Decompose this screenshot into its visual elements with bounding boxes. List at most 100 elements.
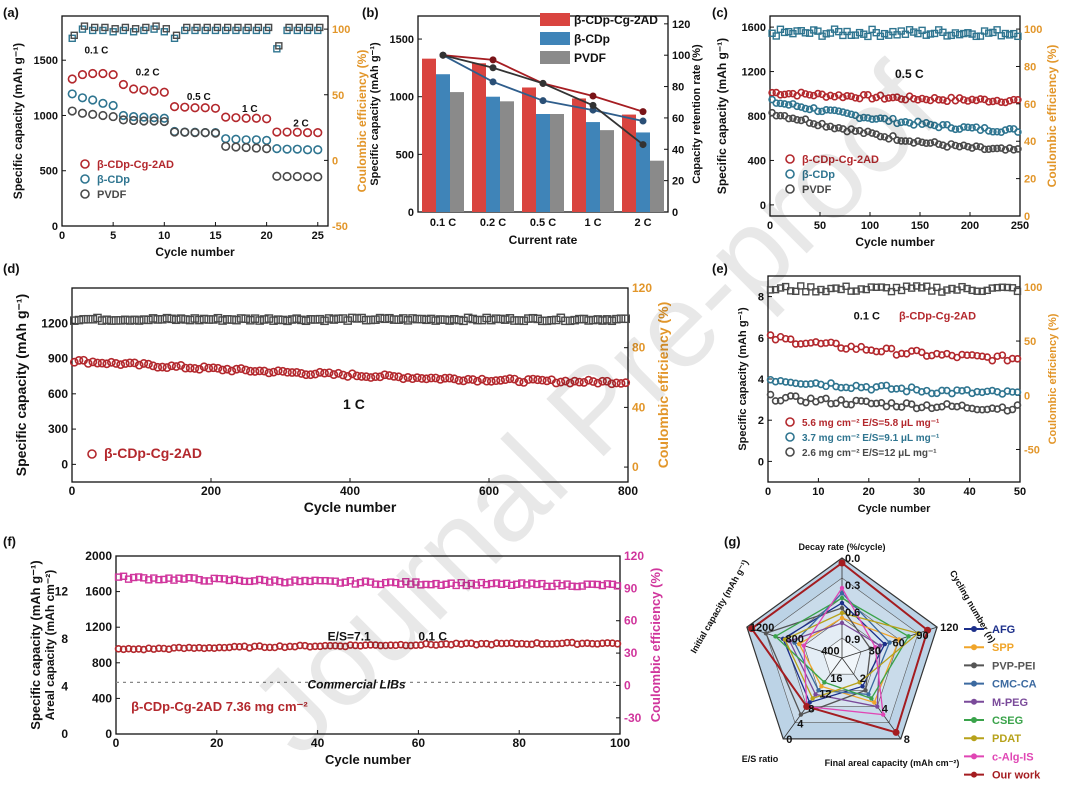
legend-swatch xyxy=(540,13,570,26)
data-point xyxy=(343,372,353,381)
data-point xyxy=(768,88,776,97)
data-point xyxy=(118,110,128,121)
data-point xyxy=(864,127,872,136)
panel-letter: (c) xyxy=(712,5,728,20)
data-point xyxy=(403,373,413,382)
data-point xyxy=(872,399,881,408)
data-point xyxy=(801,339,810,348)
x-tick-label: 200 xyxy=(961,220,979,232)
data-point xyxy=(927,389,936,398)
data-point xyxy=(88,109,98,119)
data-point xyxy=(241,365,251,375)
data-point xyxy=(442,640,450,648)
data-point xyxy=(329,370,339,379)
data-point xyxy=(218,316,227,325)
data-point xyxy=(320,316,329,326)
data-point xyxy=(973,387,981,396)
data-point xyxy=(401,641,410,650)
data-point xyxy=(98,98,108,108)
annotation: β-CDp-Cg-2AD 7.36 mg cm⁻² xyxy=(131,699,308,714)
data-point xyxy=(273,366,283,376)
radar-series xyxy=(788,622,881,708)
y-axis-label: Specific capacity (mAh g⁻¹) xyxy=(11,43,25,199)
data-point xyxy=(477,315,487,325)
data-point xyxy=(543,639,551,648)
data-point xyxy=(422,639,430,648)
data-point xyxy=(492,579,501,587)
data-point xyxy=(264,314,274,323)
data-point xyxy=(551,378,561,388)
x-tick-label: 800 xyxy=(618,484,638,498)
data-point xyxy=(287,315,297,324)
data-point xyxy=(80,22,89,30)
data-point xyxy=(459,376,468,386)
data-point xyxy=(797,282,805,290)
radar-point xyxy=(839,615,845,621)
data-point xyxy=(951,29,960,37)
data-point xyxy=(496,314,505,324)
data-point xyxy=(784,101,793,109)
data-point xyxy=(313,145,323,155)
data-point xyxy=(338,314,348,323)
data-point xyxy=(392,578,400,587)
radar-point xyxy=(839,620,845,626)
data-point xyxy=(528,374,538,384)
data-point xyxy=(786,378,795,387)
data-point xyxy=(158,314,167,324)
legend-label: PVDF xyxy=(802,184,832,196)
data-point xyxy=(134,360,144,370)
data-point xyxy=(316,23,324,32)
data-point xyxy=(417,581,425,589)
data-point xyxy=(593,378,603,388)
data-point xyxy=(77,93,88,103)
data-point xyxy=(306,315,315,324)
data-point xyxy=(351,641,360,650)
data-point xyxy=(157,362,167,372)
areal-axis-label: Areal capacity (mAh cm⁻²) xyxy=(43,570,57,720)
data-point xyxy=(1008,405,1017,414)
data-point xyxy=(947,140,956,148)
data-point xyxy=(1005,31,1014,39)
data-point xyxy=(988,404,997,413)
category-label: 2 C xyxy=(634,217,651,229)
data-point xyxy=(482,376,492,386)
data-point xyxy=(938,386,946,395)
data-point xyxy=(978,287,986,296)
data-point xyxy=(155,644,163,653)
data-point xyxy=(129,573,138,582)
legend-marker xyxy=(785,447,795,457)
data-point xyxy=(357,372,366,381)
data-point xyxy=(250,642,259,651)
areal-tick-label: 4 xyxy=(61,680,68,694)
data-point xyxy=(305,23,314,32)
data-point xyxy=(313,128,323,138)
data-point xyxy=(528,579,536,587)
data-point xyxy=(236,364,246,373)
y-tick-label: 1500 xyxy=(390,34,414,46)
data-point xyxy=(570,315,580,325)
data-point xyxy=(561,376,570,386)
data-point xyxy=(375,313,385,323)
radar-series xyxy=(793,592,891,696)
data-point xyxy=(827,379,835,387)
x-tick-label: 150 xyxy=(911,220,929,232)
y-axis-label: Specific capacity (mAh g⁻¹) xyxy=(28,560,43,729)
data-point xyxy=(822,339,830,347)
data-point xyxy=(772,111,781,120)
data-point xyxy=(1003,283,1012,292)
data-point xyxy=(88,357,98,367)
data-point xyxy=(153,362,163,372)
data-point xyxy=(1001,146,1010,154)
data-point xyxy=(152,22,160,30)
data-point xyxy=(269,367,278,377)
radar-point xyxy=(810,696,815,701)
data-point xyxy=(316,642,324,651)
data-point xyxy=(79,315,88,324)
legend-marker xyxy=(971,753,977,760)
y2-axis-label: Coulombic efficiency (%) xyxy=(648,568,663,723)
y-tick-label: 6 xyxy=(758,333,764,345)
data-point xyxy=(171,362,181,371)
data-point xyxy=(1013,354,1022,363)
data-point xyxy=(310,369,320,379)
data-point xyxy=(454,375,464,385)
